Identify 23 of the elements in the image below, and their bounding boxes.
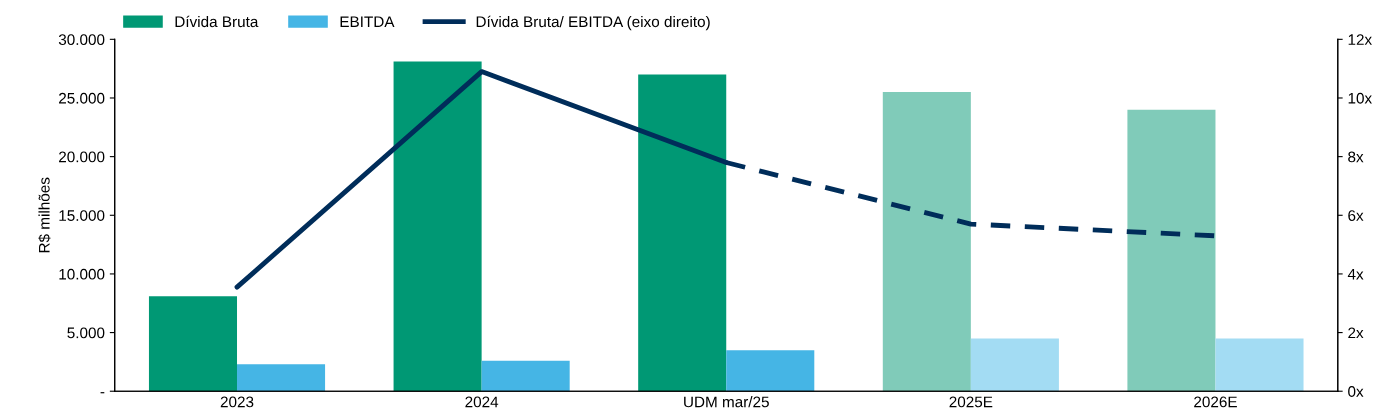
y2-tick-label: 2x [1348,327,1364,339]
y2-tick-label: 4x [1347,268,1364,280]
x-tick-label: 2025E [949,396,993,408]
y-tick-label: 30.000 [58,34,105,46]
y2-tick-label: 12x [1348,34,1372,45]
y2-tick-label: 6x [1348,210,1364,221]
y-axis-title: R$ milhões [38,177,51,253]
x-tick-label: 2024 [465,396,499,408]
x-tick-label: 2023 [220,396,254,408]
x-tick-label: UDM mar/25 [684,396,769,408]
y2-tick-label: 10x [1348,92,1372,104]
legend-label: Dívida Bruta [175,15,259,28]
y-tick-label: 15.000 [59,210,105,221]
legend-label: EBITDA [340,16,395,27]
y-tick-label: 5.000 [67,327,105,339]
y-tick-label: 25.000 [59,92,105,104]
y-tick-label: - [100,392,105,394]
y-tick-label: 10.000 [59,268,105,280]
y2-tick-label: 0x [1348,386,1364,397]
y2-tick-label: 8x [1348,151,1364,163]
y-tick-label: 20.000 [59,151,105,163]
x-tick-label: 2026E [1194,396,1237,408]
legend-label: Dívida Bruta/ EBITDA (eixo direito) [476,15,710,31]
